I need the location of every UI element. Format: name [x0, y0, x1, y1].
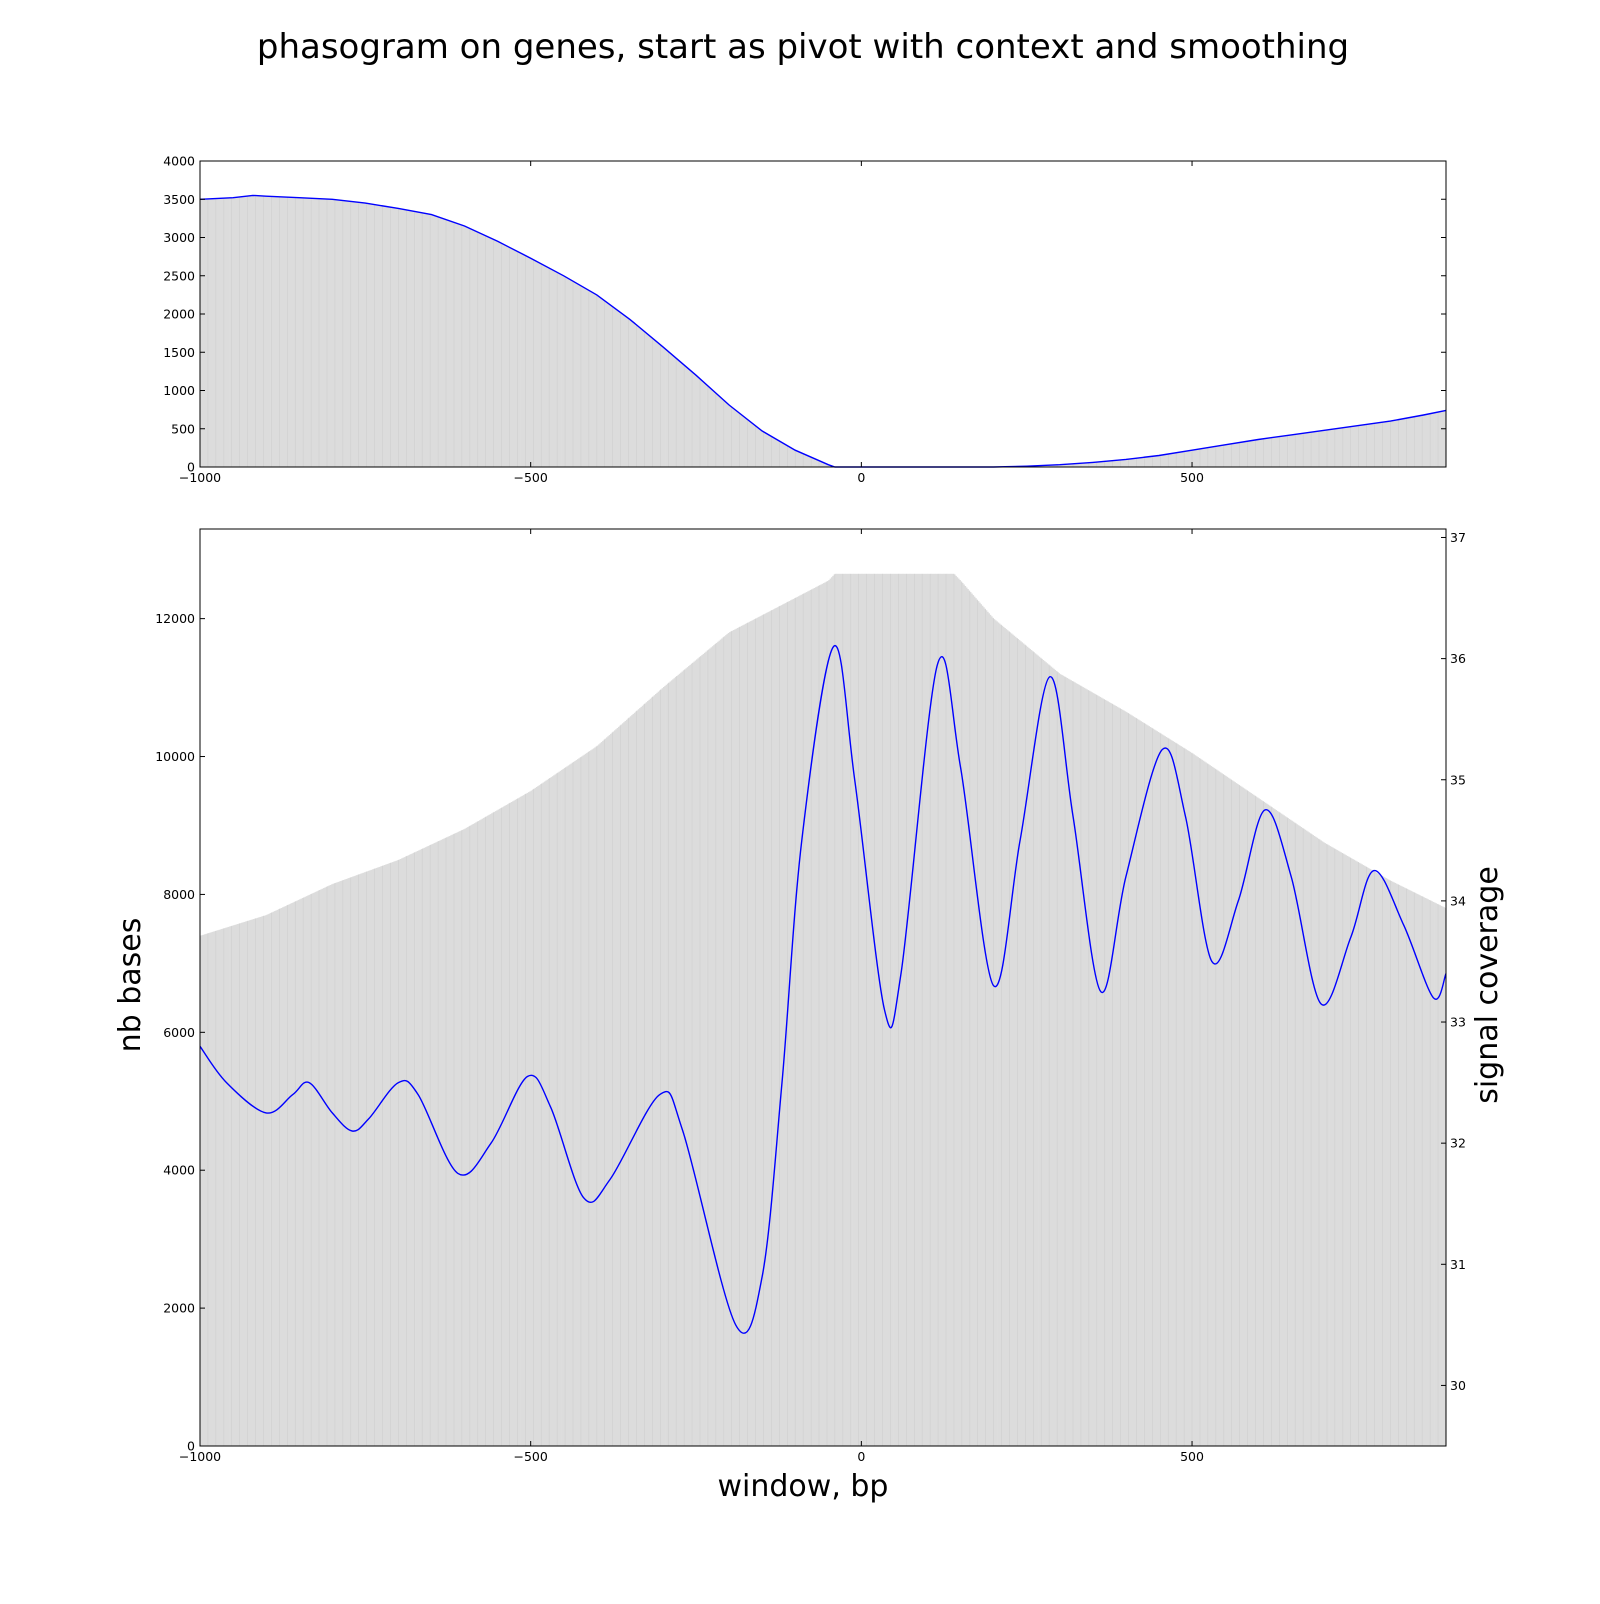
- x-tick-label: −1000: [179, 470, 221, 485]
- x-tick-label: 0: [857, 1449, 865, 1464]
- y2-tick-label: 30: [1450, 1378, 1466, 1393]
- y-tick-label: 500: [171, 421, 195, 436]
- y-tick-label: 3000: [163, 230, 195, 245]
- y-tick-label: 1000: [163, 383, 195, 398]
- y2-tick-label: 35: [1450, 772, 1466, 787]
- x-tick-label: −500: [514, 470, 548, 485]
- x-tick-label: 500: [1180, 470, 1204, 485]
- bottom-x-axis-label: window, bp: [718, 1469, 889, 1504]
- bottom-panel: −1000 −500 0 500 0 2000 4000 6000 8000 10000 12000…: [155, 529, 1466, 1464]
- y-tick-label: 4000: [163, 154, 195, 169]
- y-tick-label: 12000: [155, 611, 195, 626]
- x-tick-label: 500: [1180, 1449, 1204, 1464]
- y-tick-label: 8000: [163, 887, 195, 902]
- y-tick-label: 2000: [163, 307, 195, 322]
- y2-tick-label: 31: [1450, 1257, 1466, 1272]
- y-tick-label: 0: [187, 1439, 195, 1454]
- y2-tick-label: 34: [1450, 893, 1466, 908]
- x-tick-label: 0: [857, 470, 865, 485]
- top-panel: −1000 −500 0 500 0 500 1000 1500 2000 2500 3000 350…: [163, 154, 1446, 486]
- x-tick-label: −500: [514, 1449, 548, 1464]
- y2-tick-label: 32: [1450, 1136, 1466, 1151]
- y-tick-label: 6000: [163, 1025, 195, 1040]
- y-tick-label: 0: [187, 460, 195, 475]
- y-tick-label: 1500: [163, 345, 195, 360]
- y-tick-label: 4000: [163, 1163, 195, 1178]
- bottom-bars: [200, 574, 1446, 1446]
- y-tick-label: 10000: [155, 749, 195, 764]
- y-tick-label: 2000: [163, 1301, 195, 1316]
- top-bars: [200, 195, 1446, 467]
- figure-title: phasogram on genes, start as pivot with …: [257, 27, 1349, 67]
- y-tick-label: 2500: [163, 268, 195, 283]
- bottom-y-axis-label: nb bases: [113, 918, 148, 1053]
- bottom-y2-axis-label: signal coverage: [1470, 866, 1505, 1104]
- y2-tick-label: 33: [1450, 1015, 1466, 1030]
- y2-tick-label: 36: [1450, 651, 1466, 666]
- y-tick-label: 3500: [163, 192, 195, 207]
- x-tick-label: −1000: [179, 1449, 221, 1464]
- y2-tick-label: 37: [1450, 530, 1466, 545]
